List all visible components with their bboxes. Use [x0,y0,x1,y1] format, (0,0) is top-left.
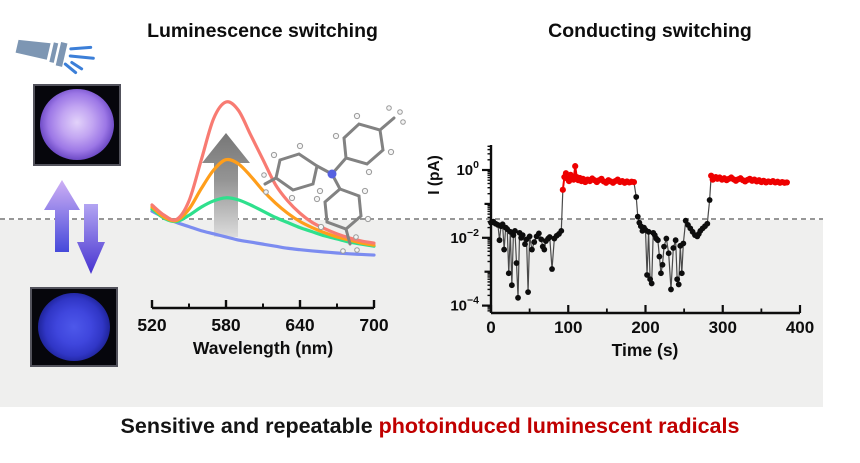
purple-luminescent-glow [40,89,114,160]
bottom-caption: Sensitive and repeatable photoinduced lu… [0,414,860,439]
current-time-axes: 100 10−2 10−4 0 100 200 300 400 Time (s) I (pA) [426,145,814,360]
luminescence-title: Luminescence switching [147,20,378,42]
intensity-increase-arrow-icon [202,133,250,237]
svg-text:300: 300 [709,318,737,337]
nitrogen-atom [327,169,337,179]
flashlight-icon [15,39,95,75]
current-time-chart: 100 10−2 10−4 0 100 200 300 400 Time (s) I (pA) [426,145,814,360]
svg-text:100: 100 [554,318,582,337]
svg-text:200: 200 [631,318,659,337]
conducting-title: Conducting switching [548,20,752,42]
svg-text:700: 700 [359,315,388,335]
svg-text:100: 100 [456,159,479,179]
molecule-bonds [263,116,396,246]
blue-sample-glow [38,293,110,361]
svg-text:640: 640 [285,315,314,335]
threshold-dashed-line [0,218,823,220]
luminescence-spectra-chart: 520 580 640 700 Wavelength (nm) [137,100,389,358]
svg-text:Time (s): Time (s) [612,340,679,360]
uv-on-purple-sample-photo [33,84,121,166]
caption-black-text: Sensitive and repeatable [120,414,379,438]
svg-text:10−4: 10−4 [450,295,479,315]
tri-p-tolylamine-molecule-icon [261,105,406,254]
up-transition-arrow-icon [44,180,80,252]
svg-text:0: 0 [486,318,495,337]
hydrogen-atoms [261,105,406,254]
flashlight-head [55,42,68,67]
svg-text:520: 520 [137,315,166,335]
flashlight-collar [49,42,59,63]
svg-text:400: 400 [786,318,814,337]
svg-text:580: 580 [211,315,240,335]
light-rays-icon [63,45,95,75]
svg-text:10−2: 10−2 [450,227,479,247]
spectra-curves [150,100,376,257]
flashlight-body [15,39,51,60]
svg-text:Wavelength (nm): Wavelength (nm) [193,338,333,358]
svg-text:I (pA): I (pA) [426,155,443,195]
wavelength-axis: 520 580 640 700 Wavelength (nm) [137,300,389,358]
caption-red-text: photoinduced luminescent radicals [378,414,740,438]
switching-arrows [44,180,105,274]
down-transition-arrow-icon [77,204,105,274]
uv-off-blue-sample-photo [30,287,118,367]
current-data-points [488,163,790,301]
